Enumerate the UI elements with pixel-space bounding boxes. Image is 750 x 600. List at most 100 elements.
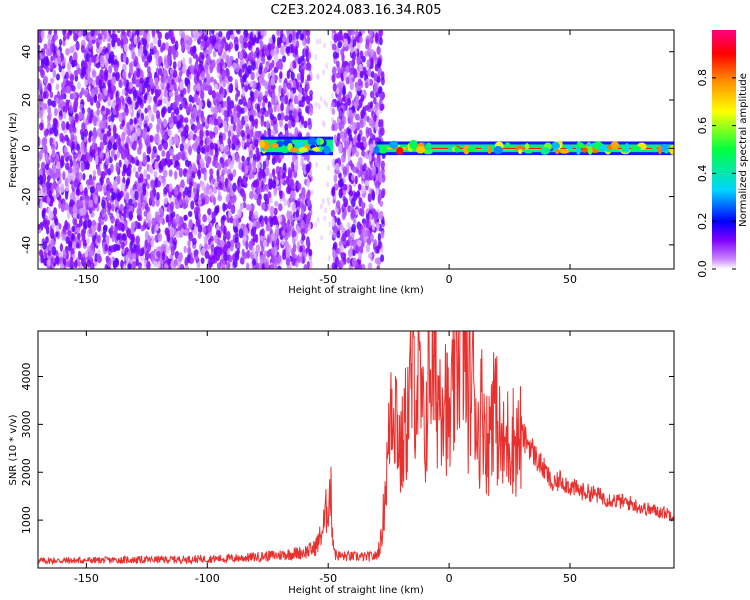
heatmap-noise-cell <box>149 135 154 143</box>
heatmap-noise-cell <box>328 221 332 227</box>
heatmap-noise-cell <box>59 99 64 108</box>
heatmap-noise-cell <box>364 82 369 89</box>
heatmap-noise-cell <box>121 119 126 128</box>
heatmap-noise-cell <box>160 243 166 251</box>
heatmap-noise-cell <box>336 132 341 143</box>
heatmap-noise-cell <box>183 214 188 221</box>
heatmap-noise-cell <box>142 38 148 47</box>
heatmap-noise-cell <box>226 30 231 41</box>
heatmap-noise-cell <box>377 240 382 250</box>
heatmap-noise-cell <box>58 65 63 73</box>
snr-ticks: -150 -100 -50 0 50 1000 2000 3000 4000 <box>20 331 674 585</box>
heatmap-noise-cell <box>371 221 376 231</box>
heatmap-noise-cell <box>259 40 264 50</box>
heatmap-noise-cell <box>358 252 362 261</box>
heatmap-noise-cell <box>301 96 306 103</box>
heatmap-noise-cell <box>150 250 155 260</box>
heatmap-noise-cell <box>174 198 179 206</box>
doppler-trace-blob <box>505 142 511 148</box>
heatmap-noise-cell <box>38 150 43 160</box>
heatmap-noise-cell <box>103 30 107 40</box>
heatmap-noise-cell <box>219 137 224 146</box>
heatmap-noise-cell <box>232 123 237 132</box>
heatmap-noise-cell <box>237 208 242 219</box>
heatmap-noise-cell <box>380 71 385 81</box>
heatmap-noise-cell <box>168 137 173 147</box>
heatmap-noise-cell <box>255 244 261 254</box>
heatmap-noise-cell <box>236 89 241 98</box>
heatmap-noise-cell <box>359 70 364 79</box>
heatmap-noise-cell <box>143 93 148 101</box>
heatmap-noise-cell <box>90 242 95 251</box>
heatmap-noise-cell <box>144 107 148 114</box>
heatmap-noise-cell <box>226 261 231 269</box>
heatmap-noise-cell <box>306 177 311 188</box>
heatmap-noise-cell <box>270 49 275 57</box>
heatmap-noise-cell <box>329 40 333 47</box>
heatmap-noise-cell <box>367 262 373 269</box>
heatmap-noise-cell <box>127 72 132 79</box>
heatmap-noise-cell <box>287 218 291 226</box>
heatmap-noise-cell <box>105 52 110 60</box>
heatmap-noise-cell <box>129 82 134 89</box>
heatmap-noise-cell <box>71 85 76 92</box>
heatmap-noise-cell <box>63 151 68 159</box>
heatmap-noise-cell <box>45 236 49 244</box>
heatmap-noise-cell <box>349 46 355 53</box>
heatmap-noise-cell <box>50 143 56 150</box>
heatmap-noise-cell <box>64 134 69 142</box>
heatmap-noise-cell <box>109 212 114 220</box>
heatmap-noise-cell <box>59 263 65 269</box>
heatmap-noise-cell <box>305 48 309 58</box>
heatmap-noise-cell <box>207 208 212 216</box>
heatmap-noise-cell <box>131 156 136 164</box>
heatmap-noise-cell <box>208 85 213 95</box>
colorbar: 0.0 0.2 0.4 0.6 0.8 Normalized spectral ampl… <box>696 30 749 278</box>
heatmap-noise-cell <box>247 99 252 110</box>
heatmap-noise-cell <box>136 127 141 137</box>
spectrum-xtick-label: -50 <box>319 273 337 286</box>
heatmap-noise-cell <box>182 63 187 74</box>
heatmap-noise-cell <box>280 102 284 112</box>
doppler-trace-blob <box>660 143 669 152</box>
heatmap-noise-cell <box>341 232 347 242</box>
heatmap-noise-cell <box>305 82 310 91</box>
heatmap-noise-cell <box>207 214 212 223</box>
heatmap-noise-cell <box>249 80 254 88</box>
snr-xtick-label: -150 <box>74 572 99 585</box>
heatmap-noise-cell <box>138 264 142 269</box>
heatmap-noise-cell <box>308 259 313 269</box>
heatmap-noise-cell <box>84 79 88 86</box>
heatmap-noise-cell <box>214 234 219 244</box>
heatmap-noise-cell <box>181 153 185 161</box>
heatmap-noise-cell <box>245 125 250 135</box>
heatmap-noise-cell <box>157 143 163 151</box>
heatmap-noise-cell <box>50 228 54 236</box>
heatmap-noise-cell <box>353 191 358 202</box>
heatmap-noise-cell <box>125 192 129 203</box>
heatmap-noise-cell <box>380 230 385 239</box>
heatmap-noise-cell <box>229 30 234 36</box>
doppler-trace-blob <box>311 147 321 152</box>
heatmap-noise-cell <box>38 83 43 91</box>
heatmap-noise-cell <box>278 37 283 44</box>
heatmap-noise-cell <box>365 219 370 229</box>
heatmap-noise-cell <box>90 185 96 194</box>
heatmap-noise-cell <box>172 61 177 70</box>
heatmap-noise-cell <box>343 32 348 39</box>
heatmap-noise-cell <box>187 190 192 198</box>
heatmap-noise-cell <box>207 45 213 55</box>
heatmap-noise-cell <box>286 70 290 80</box>
heatmap-noise-cell <box>350 231 355 239</box>
heatmap-noise-cell <box>222 100 228 108</box>
heatmap-noise-cell <box>289 179 294 189</box>
heatmap-noise-cell <box>365 169 369 179</box>
heatmap-noise-cell <box>355 113 360 121</box>
heatmap-noise-cell <box>155 224 159 232</box>
heatmap-noise-cell <box>80 228 86 238</box>
heatmap-noise-cell <box>213 118 218 126</box>
heatmap-noise-cell <box>286 224 292 233</box>
heatmap-noise-cell <box>86 259 91 268</box>
heatmap-noise-cell <box>79 146 84 154</box>
heatmap-noise-cell <box>196 72 200 82</box>
